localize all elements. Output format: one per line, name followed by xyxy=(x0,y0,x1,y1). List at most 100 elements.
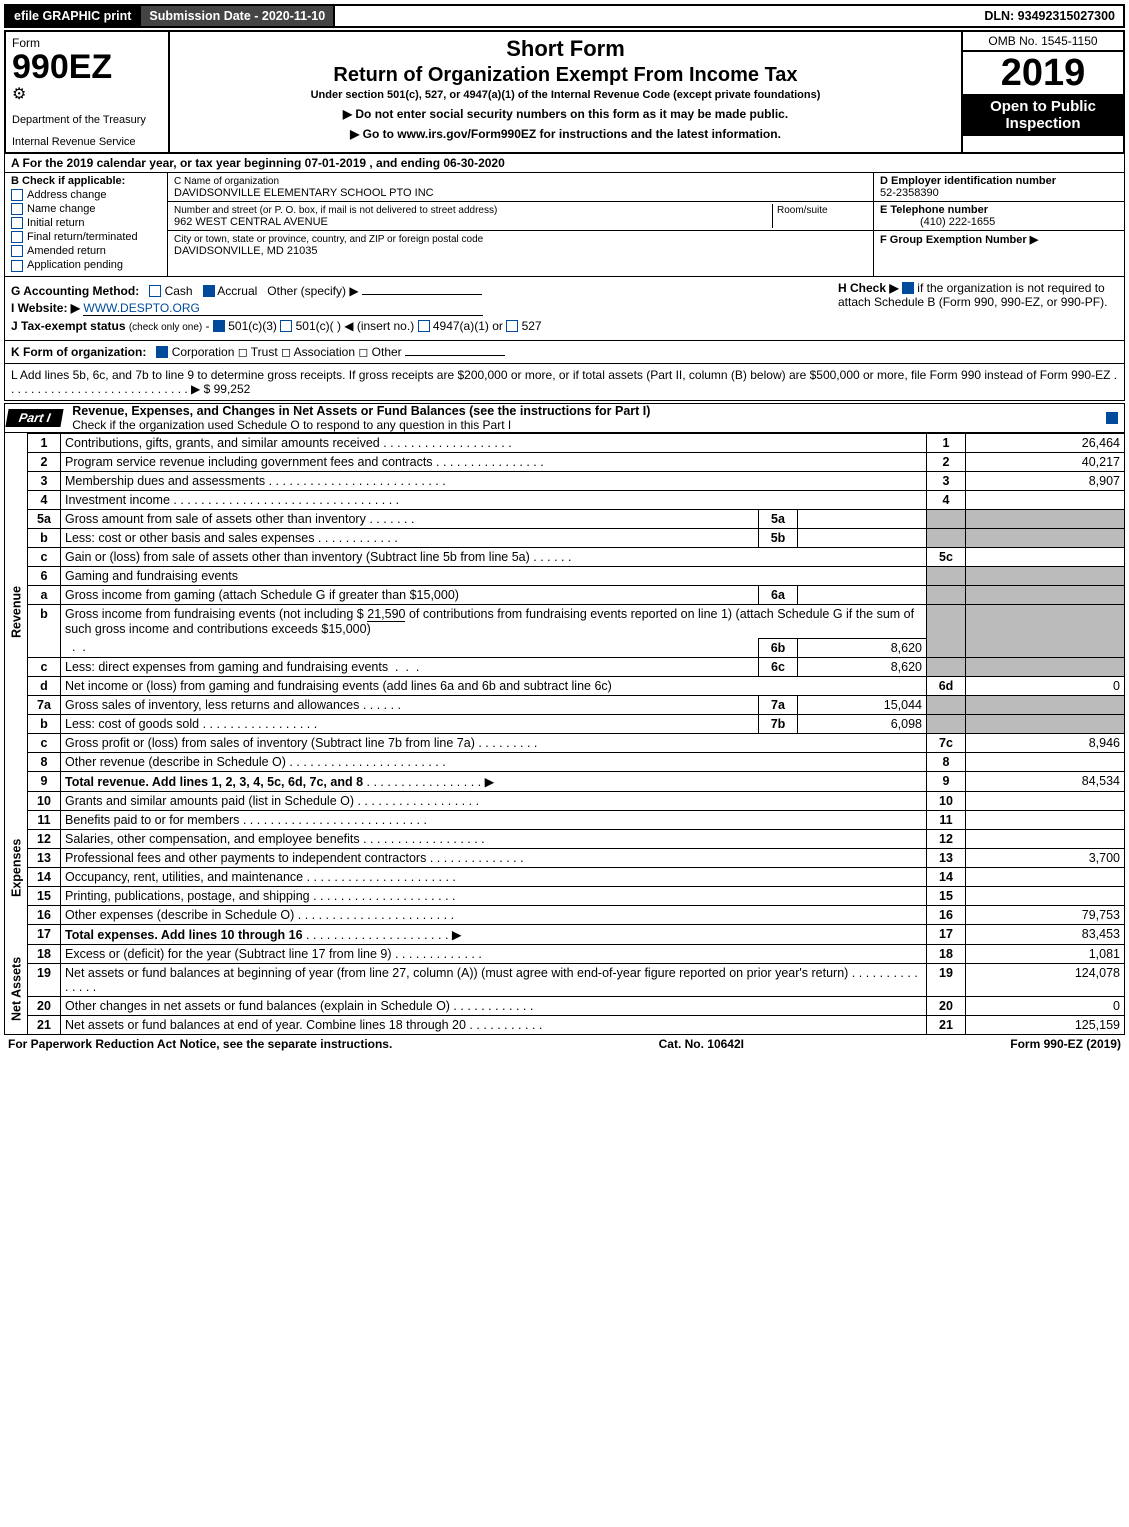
city-label: City or town, state or province, country… xyxy=(174,234,483,245)
l6b-amt: 21,590 xyxy=(367,607,405,622)
l20-desc: Other changes in net assets or fund bala… xyxy=(65,999,450,1013)
l6a-sub: 6a xyxy=(759,585,798,604)
l12-desc: Salaries, other compensation, and employ… xyxy=(65,832,360,846)
l5a-sv xyxy=(798,509,927,528)
l6b-sub: 6b xyxy=(759,638,798,657)
opt-name-change: Name change xyxy=(27,203,96,215)
part1-title: Revenue, Expenses, and Changes in Net As… xyxy=(72,404,650,418)
g-other: Other (specify) ▶ xyxy=(267,284,358,298)
l6d-val: 0 xyxy=(966,676,1125,695)
tax-year: 2019 xyxy=(963,52,1123,94)
l5a-desc: Gross amount from sale of assets other t… xyxy=(65,512,366,526)
website-link[interactable]: WWW.DESPTO.ORG xyxy=(83,301,199,315)
l4-desc: Investment income xyxy=(65,493,170,507)
l5a-sub: 5a xyxy=(759,509,798,528)
opt-final-return: Final return/terminated xyxy=(27,231,138,243)
short-form-title: Short Form xyxy=(178,36,953,62)
l7a-sub: 7a xyxy=(759,695,798,714)
irs-label: Internal Revenue Service xyxy=(12,136,162,148)
l10-desc: Grants and similar amounts paid (list in… xyxy=(65,794,354,808)
l19-desc: Net assets or fund balances at beginning… xyxy=(65,966,848,980)
checkbox-list: Address change Name change Initial retur… xyxy=(11,189,161,272)
org-name: DAVIDSONVILLE ELEMENTARY SCHOOL PTO INC xyxy=(174,187,434,199)
line-b-label: B Check if applicable: xyxy=(11,175,125,187)
form-header: Form 990EZ ⚙ Department of the Treasury … xyxy=(4,30,1125,154)
l14-val xyxy=(966,867,1125,886)
l15-val xyxy=(966,886,1125,905)
l5b-desc: Less: cost or other basis and sales expe… xyxy=(65,531,314,545)
efile-print-button[interactable]: efile GRAPHIC print xyxy=(6,6,141,26)
open-to-public: Open to Public Inspection xyxy=(963,94,1123,136)
checkbox-initial-return[interactable] xyxy=(11,217,23,229)
goto-link[interactable]: ▶ Go to www.irs.gov/Form990EZ for instru… xyxy=(178,127,953,141)
l6d-desc: Net income or (loss) from gaming and fun… xyxy=(65,679,612,693)
l21-desc: Net assets or fund balances at end of ye… xyxy=(65,1018,466,1032)
part1-tag: Part I xyxy=(5,409,63,427)
l3-val: 8,907 xyxy=(966,471,1125,490)
footer-left: For Paperwork Reduction Act Notice, see … xyxy=(8,1037,392,1051)
l6c-sv: 8,620 xyxy=(798,657,927,676)
j-501c-checkbox[interactable] xyxy=(280,320,292,332)
e-label: E Telephone number xyxy=(880,204,988,216)
checkbox-amended[interactable] xyxy=(11,245,23,257)
l20-val: 0 xyxy=(966,996,1125,1015)
l7b-sub: 7b xyxy=(759,714,798,733)
line-h: H Check ▶ if the organization is not req… xyxy=(828,281,1118,309)
l6a-sv xyxy=(798,585,927,604)
room-label: Room/suite xyxy=(777,205,828,216)
meta-ghijkl: H Check ▶ if the organization is not req… xyxy=(4,277,1125,341)
l7c-val: 8,946 xyxy=(966,733,1125,752)
dln: DLN: 93492315027300 xyxy=(976,6,1123,26)
l16-val: 79,753 xyxy=(966,905,1125,924)
l18-val: 1,081 xyxy=(966,944,1125,963)
l4-val xyxy=(966,490,1125,509)
checkbox-final-return[interactable] xyxy=(11,231,23,243)
l7b-sv: 6,098 xyxy=(798,714,927,733)
j-501c3: 501(c)(3) xyxy=(228,319,277,333)
checkbox-pending[interactable] xyxy=(11,260,23,272)
k-label: K Form of organization: xyxy=(11,345,146,359)
checkbox-name-change[interactable] xyxy=(11,203,23,215)
l17-val: 83,453 xyxy=(966,924,1125,944)
revenue-tab: Revenue xyxy=(5,433,28,791)
l7c-desc: Gross profit or (loss) from sales of inv… xyxy=(65,736,475,750)
checkbox-address-change[interactable] xyxy=(11,189,23,201)
g-label: G Accounting Method: xyxy=(11,284,139,298)
footer-right: Form 990-EZ (2019) xyxy=(1010,1037,1121,1051)
ein: 52-2358390 xyxy=(880,187,939,199)
g-accrual-checkbox[interactable] xyxy=(203,285,215,297)
f-label: F Group Exemption Number ▶ xyxy=(880,234,1038,246)
l9-val: 84,534 xyxy=(966,771,1125,791)
header-block-bcdef: B Check if applicable: Address change Na… xyxy=(4,173,1125,277)
part1-checkbox[interactable] xyxy=(1106,412,1118,424)
l11-desc: Benefits paid to or for members xyxy=(65,813,239,827)
l5c-val xyxy=(966,547,1125,566)
l13-desc: Professional fees and other payments to … xyxy=(65,851,426,865)
l6b-pre: Gross income from fundraising events (no… xyxy=(65,607,364,621)
dept-label: Department of the Treasury xyxy=(12,114,162,126)
l2-val: 40,217 xyxy=(966,452,1125,471)
d-label: D Employer identification number xyxy=(880,175,1056,187)
submission-date: Submission Date - 2020-11-10 xyxy=(141,6,335,26)
l17-desc: Total expenses. Add lines 10 through 16 xyxy=(65,928,303,942)
j-527-checkbox[interactable] xyxy=(506,320,518,332)
expenses-tab: Expenses xyxy=(5,791,28,944)
k-corp-checkbox[interactable] xyxy=(156,346,168,358)
j-4947-checkbox[interactable] xyxy=(418,320,430,332)
l13-val: 3,700 xyxy=(966,848,1125,867)
l6b-sv: 8,620 xyxy=(798,638,927,657)
top-bar: efile GRAPHIC print Submission Date - 20… xyxy=(4,4,1125,28)
l5c-desc: Gain or (loss) from sale of assets other… xyxy=(65,550,530,564)
l7b-desc: Less: cost of goods sold xyxy=(65,717,199,731)
h-label: H Check ▶ xyxy=(838,281,899,295)
l12-val xyxy=(966,829,1125,848)
footer-mid: Cat. No. 10642I xyxy=(659,1037,744,1051)
c-label: C Name of organization xyxy=(174,176,279,187)
h-checkbox[interactable] xyxy=(902,282,914,294)
page-footer: For Paperwork Reduction Act Notice, see … xyxy=(4,1035,1125,1053)
j-501c3-checkbox[interactable] xyxy=(213,320,225,332)
l7a-sv: 15,044 xyxy=(798,695,927,714)
l6a-desc: Gross income from gaming (attach Schedul… xyxy=(65,588,459,602)
g-cash-checkbox[interactable] xyxy=(149,285,161,297)
l8-val xyxy=(966,752,1125,771)
